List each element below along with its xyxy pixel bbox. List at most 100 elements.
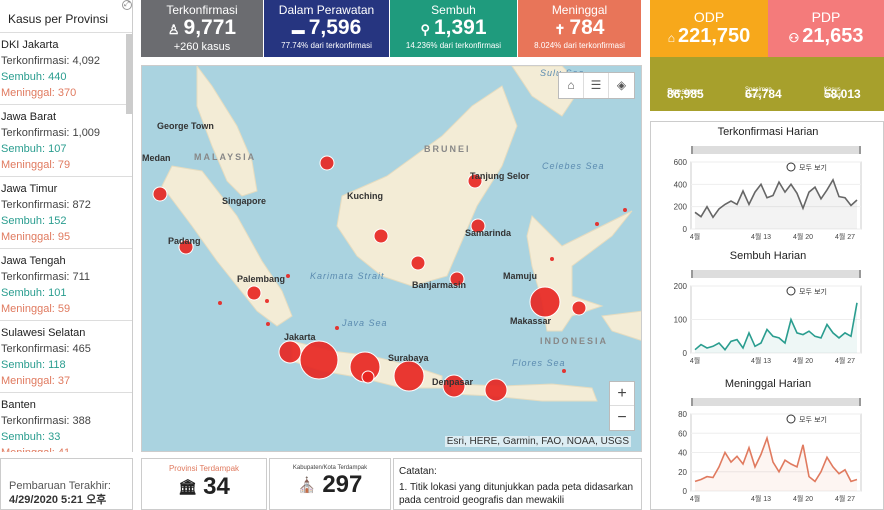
case-bubble[interactable] <box>529 286 561 318</box>
zoom-out-icon[interactable] <box>786 162 796 172</box>
case-bubble[interactable] <box>595 222 599 226</box>
chart-daily-deaths: Meninggal Harian 80 60 40 20 0 4월 4월 13 4월 20 4월… <box>651 378 884 508</box>
recovered-value: 1,391 <box>433 16 487 39</box>
case-bubble[interactable] <box>623 208 627 212</box>
map-view[interactable]: Sulu SeaGeorge TownMALAYSIABRUNEIMedanCe… <box>141 65 642 452</box>
y-tick-label: 400 <box>674 180 688 189</box>
slider-handle-left[interactable] <box>691 146 693 154</box>
case-bubble[interactable] <box>266 322 270 326</box>
map-label: Singapore <box>222 196 267 206</box>
province-item[interactable]: Jawa Tengah Terkonfirmasi: 711 Sembuh: 101… <box>0 249 132 321</box>
spec-b-value: 67,784 <box>745 87 782 101</box>
range-slider[interactable] <box>691 398 861 406</box>
list-icon[interactable]: ☰ <box>584 73 609 98</box>
province-name: Jawa Timur <box>1 183 58 195</box>
case-bubbles <box>152 155 627 402</box>
spec-c-value: 58,013 <box>824 87 861 101</box>
slider-handle-left[interactable] <box>691 270 693 278</box>
odp-value: 221,750 <box>677 25 751 47</box>
zoom-out-button[interactable]: − <box>617 409 627 426</box>
slider-handle-right[interactable] <box>859 146 861 154</box>
case-bubble[interactable] <box>361 370 375 384</box>
specimen-card: Spesimen 86,985 Spesimen Kasus 67,784 Kasu… <box>650 57 884 111</box>
layers-icon[interactable]: ◈ <box>616 78 627 92</box>
province-recovered: Sembuh: 152 <box>1 215 67 227</box>
case-bubble[interactable] <box>550 257 554 261</box>
y-tick-label: 60 <box>678 429 687 438</box>
chart-title: Sembuh Harian <box>729 250 807 262</box>
case-bubble[interactable] <box>571 300 587 316</box>
series-area <box>695 438 857 491</box>
case-bubble[interactable] <box>335 326 339 330</box>
x-tick-label: 4월 27 <box>835 494 855 503</box>
province-item[interactable]: Jawa Barat Terkonfirmasi: 1,009 Sembuh: 10… <box>0 105 132 177</box>
province-recovered: Sembuh: 118 <box>1 359 66 371</box>
case-bubble[interactable] <box>278 340 302 364</box>
scrollbar[interactable] <box>126 34 132 114</box>
chart-daily-confirmed-svg: 600 400 200 04월 4월 13 4월 20 4월 27 모두 보기 <box>674 146 862 241</box>
case-bubble[interactable] <box>286 274 290 278</box>
show-all-label[interactable]: 모두 보기 <box>799 415 827 424</box>
case-bubble[interactable] <box>178 239 194 255</box>
province-confirmed: Terkonfirmasi: 1,009 <box>1 127 101 139</box>
series-area <box>695 179 857 229</box>
zoom-in-button[interactable]: + <box>610 382 634 406</box>
case-bubble[interactable] <box>467 173 483 189</box>
province-confirmed: Terkonfirmasi: 872 <box>1 199 91 211</box>
case-bubble[interactable] <box>246 285 262 301</box>
province-item[interactable]: Sulawesi Selatan Terkonfirmasi: 465 Sembuh… <box>0 321 132 393</box>
expand-icon[interactable]: ⤢ <box>122 0 132 10</box>
case-bubble[interactable] <box>218 301 222 305</box>
province-item[interactable]: DKI Jakarta Terkonfirmasi: 4,092 Sembuh: 4… <box>0 33 132 105</box>
province-confirmed: Terkonfirmasi: 711 <box>1 271 91 283</box>
slider-handle-right[interactable] <box>859 270 861 278</box>
case-bubble[interactable] <box>152 186 168 202</box>
daily-charts-panel: Terkonfirmasi Harian 600 400 200 0 4월 4월 13 4월… <box>650 121 884 510</box>
case-bubble[interactable] <box>484 378 508 402</box>
case-bubble[interactable] <box>319 155 335 171</box>
map-label: George Town <box>157 121 214 131</box>
recovered-title: Sembuh <box>431 3 476 17</box>
last-update: Pembaruan Terakhir: 4/29/2020 5:21 오후 <box>0 458 133 510</box>
case-bubble[interactable] <box>299 340 339 380</box>
case-bubble[interactable] <box>442 374 466 398</box>
slider-handle-left[interactable] <box>691 398 693 406</box>
x-tick-label: 4월 20 <box>793 356 813 365</box>
province-item[interactable]: Jawa Timur Terkonfirmasi: 872 Sembuh: 152 M… <box>0 177 132 249</box>
range-slider[interactable] <box>691 270 861 278</box>
people-icon: ⚇ <box>788 31 800 45</box>
home-icon[interactable]: ⌂ <box>559 73 584 98</box>
case-bubble[interactable] <box>562 369 566 373</box>
died-sub: 8.024% dari terkonfirmasi <box>534 41 625 50</box>
province-name: Jawa Barat <box>1 111 57 123</box>
y-tick-label: 80 <box>678 410 687 419</box>
province-deaths: Meninggal: 79 <box>1 159 71 171</box>
map-label: Banjarmasin <box>412 280 467 290</box>
case-bubble[interactable] <box>265 299 269 303</box>
province-deaths: Meninggal: 370 <box>1 87 77 99</box>
provinces-affected-card: Provinsi Terdampak 🏛 34 <box>141 458 267 510</box>
died-card: Meninggal ✝ 784 8.024% dari terkonfirmasi <box>518 0 641 57</box>
map-label: INDONESIA <box>540 336 609 346</box>
case-bubble[interactable] <box>393 360 425 392</box>
x-tick-label: 4월 <box>690 232 700 241</box>
notes-card: Catatan: 1. Titik lokasi yang ditunjukka… <box>393 458 642 510</box>
case-bubble[interactable] <box>373 228 389 244</box>
range-slider[interactable] <box>691 146 861 154</box>
province-item[interactable]: Banten Terkonfirmasi: 388 Sembuh: 33 Mening… <box>0 393 132 452</box>
zoom-out-icon[interactable] <box>786 414 796 424</box>
map-label: Palembang <box>237 274 286 284</box>
map-label: Kuching <box>347 191 383 201</box>
zoom-out-icon[interactable] <box>786 286 796 296</box>
case-bubble[interactable] <box>449 271 465 287</box>
slider-handle-right[interactable] <box>859 398 861 406</box>
y-tick-label: 0 <box>683 349 688 358</box>
case-bubble[interactable] <box>470 218 486 234</box>
show-all-label[interactable]: 모두 보기 <box>799 287 827 296</box>
y-tick-label: 0 <box>683 225 688 234</box>
case-bubble[interactable] <box>410 255 426 271</box>
spec-c-label: Kasus Negatif <box>824 87 844 99</box>
nusa-tenggara-land <box>451 383 598 402</box>
show-all-label[interactable]: 모두 보기 <box>799 163 827 172</box>
province-deaths: Meninggal: 59 <box>1 303 71 315</box>
